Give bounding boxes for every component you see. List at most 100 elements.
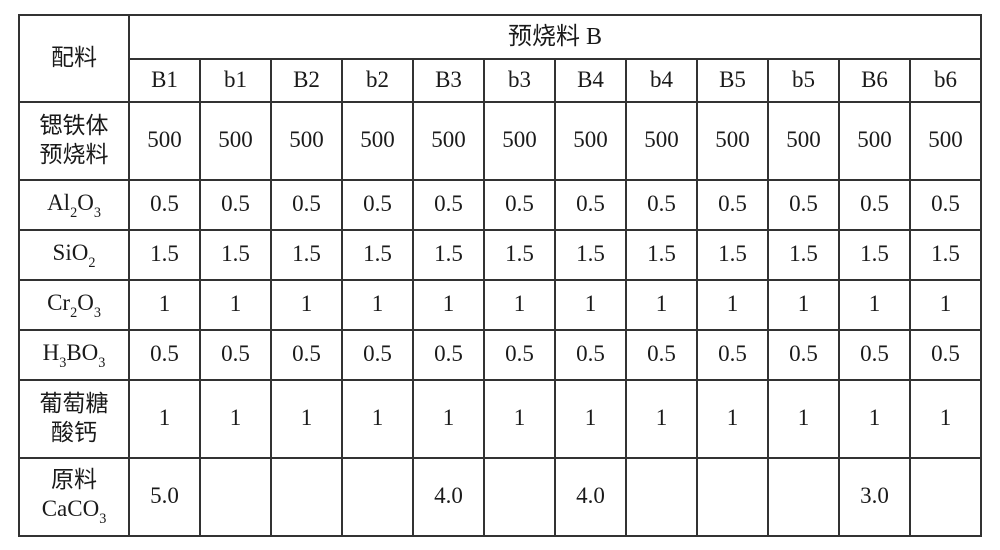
cell: 1	[697, 280, 768, 330]
cell: 1.5	[413, 230, 484, 280]
table-row: 原料CaCO3 5.0 4.0 4.0 3.0	[19, 458, 981, 536]
cell	[200, 458, 271, 536]
cell: 1	[555, 380, 626, 458]
col-header: b5	[768, 59, 839, 102]
cell: 1.5	[129, 230, 200, 280]
cell: 500	[413, 102, 484, 180]
cell: 500	[768, 102, 839, 180]
cell: 1	[129, 380, 200, 458]
col-header: B6	[839, 59, 910, 102]
cell: 4.0	[413, 458, 484, 536]
row-label: Al2O3	[19, 180, 129, 230]
cell: 1.5	[484, 230, 555, 280]
cell: 0.5	[129, 180, 200, 230]
cell: 1	[910, 280, 981, 330]
cell: 1.5	[555, 230, 626, 280]
cell: 500	[484, 102, 555, 180]
cell: 0.5	[484, 330, 555, 380]
cell: 0.5	[484, 180, 555, 230]
col-header: B3	[413, 59, 484, 102]
cell: 0.5	[413, 330, 484, 380]
cell: 1.5	[342, 230, 413, 280]
cell: 0.5	[555, 180, 626, 230]
row-label: H3BO3	[19, 330, 129, 380]
table-row: H3BO3 0.5 0.5 0.5 0.5 0.5 0.5 0.5 0.5 0.…	[19, 330, 981, 380]
row-label: Cr2O3	[19, 280, 129, 330]
cell	[484, 458, 555, 536]
col-header: B1	[129, 59, 200, 102]
cell: 0.5	[342, 180, 413, 230]
cell: 1.5	[271, 230, 342, 280]
cell: 0.5	[342, 330, 413, 380]
cell: 1	[626, 280, 697, 330]
cell: 1	[910, 380, 981, 458]
col-header: B5	[697, 59, 768, 102]
cell: 1	[271, 380, 342, 458]
row-label: 锶铁体预烧料	[19, 102, 129, 180]
cell: 500	[839, 102, 910, 180]
col-header: B4	[555, 59, 626, 102]
cell: 500	[200, 102, 271, 180]
table-row: 葡萄糖酸钙 1 1 1 1 1 1 1 1 1 1 1 1	[19, 380, 981, 458]
cell: 0.5	[839, 330, 910, 380]
header-row-group: 配料 预烧料 B	[19, 15, 981, 59]
cell: 0.5	[768, 330, 839, 380]
cell: 0.5	[697, 330, 768, 380]
row-header-corner: 配料	[19, 15, 129, 102]
cell: 0.5	[626, 330, 697, 380]
cell: 4.0	[555, 458, 626, 536]
cell: 1.5	[839, 230, 910, 280]
cell: 1	[342, 280, 413, 330]
cell: 1	[200, 380, 271, 458]
cell: 0.5	[768, 180, 839, 230]
table-row: 锶铁体预烧料 500 500 500 500 500 500 500 500 5…	[19, 102, 981, 180]
cell: 0.5	[200, 330, 271, 380]
cell: 1	[697, 380, 768, 458]
cell: 500	[697, 102, 768, 180]
cell: 0.5	[271, 330, 342, 380]
cell: 1	[626, 380, 697, 458]
column-group-header: 预烧料 B	[129, 15, 981, 59]
col-header: b6	[910, 59, 981, 102]
cell: 1.5	[626, 230, 697, 280]
cell: 0.5	[910, 330, 981, 380]
cell	[697, 458, 768, 536]
cell: 0.5	[555, 330, 626, 380]
cell	[626, 458, 697, 536]
cell: 1	[271, 280, 342, 330]
col-header: b4	[626, 59, 697, 102]
table-container: 配料 预烧料 B B1 b1 B2 b2 B3 b3 B4 b4 B5 b5 B…	[0, 0, 1000, 537]
table-body: 配料 预烧料 B B1 b1 B2 b2 B3 b3 B4 b4 B5 b5 B…	[19, 15, 981, 536]
cell: 1	[839, 380, 910, 458]
cell: 1	[839, 280, 910, 330]
cell: 500	[271, 102, 342, 180]
table-row: Al2O3 0.5 0.5 0.5 0.5 0.5 0.5 0.5 0.5 0.…	[19, 180, 981, 230]
header-row-columns: B1 b1 B2 b2 B3 b3 B4 b4 B5 b5 B6 b6	[19, 59, 981, 102]
col-header: B2	[271, 59, 342, 102]
cell: 0.5	[839, 180, 910, 230]
cell: 1	[768, 380, 839, 458]
cell: 1	[484, 280, 555, 330]
cell: 0.5	[697, 180, 768, 230]
row-label: SiO2	[19, 230, 129, 280]
table-row: SiO2 1.5 1.5 1.5 1.5 1.5 1.5 1.5 1.5 1.5…	[19, 230, 981, 280]
cell: 1	[768, 280, 839, 330]
row-label: 原料CaCO3	[19, 458, 129, 536]
cell: 3.0	[839, 458, 910, 536]
cell: 500	[910, 102, 981, 180]
col-header: b1	[200, 59, 271, 102]
cell: 500	[129, 102, 200, 180]
cell: 1	[200, 280, 271, 330]
cell: 1.5	[910, 230, 981, 280]
col-header: b3	[484, 59, 555, 102]
cell: 0.5	[626, 180, 697, 230]
cell: 1	[413, 280, 484, 330]
cell: 500	[342, 102, 413, 180]
cell: 0.5	[129, 330, 200, 380]
cell: 0.5	[271, 180, 342, 230]
data-table: 配料 预烧料 B B1 b1 B2 b2 B3 b3 B4 b4 B5 b5 B…	[18, 14, 982, 537]
cell	[342, 458, 413, 536]
row-label: 葡萄糖酸钙	[19, 380, 129, 458]
cell: 500	[626, 102, 697, 180]
cell: 1.5	[697, 230, 768, 280]
